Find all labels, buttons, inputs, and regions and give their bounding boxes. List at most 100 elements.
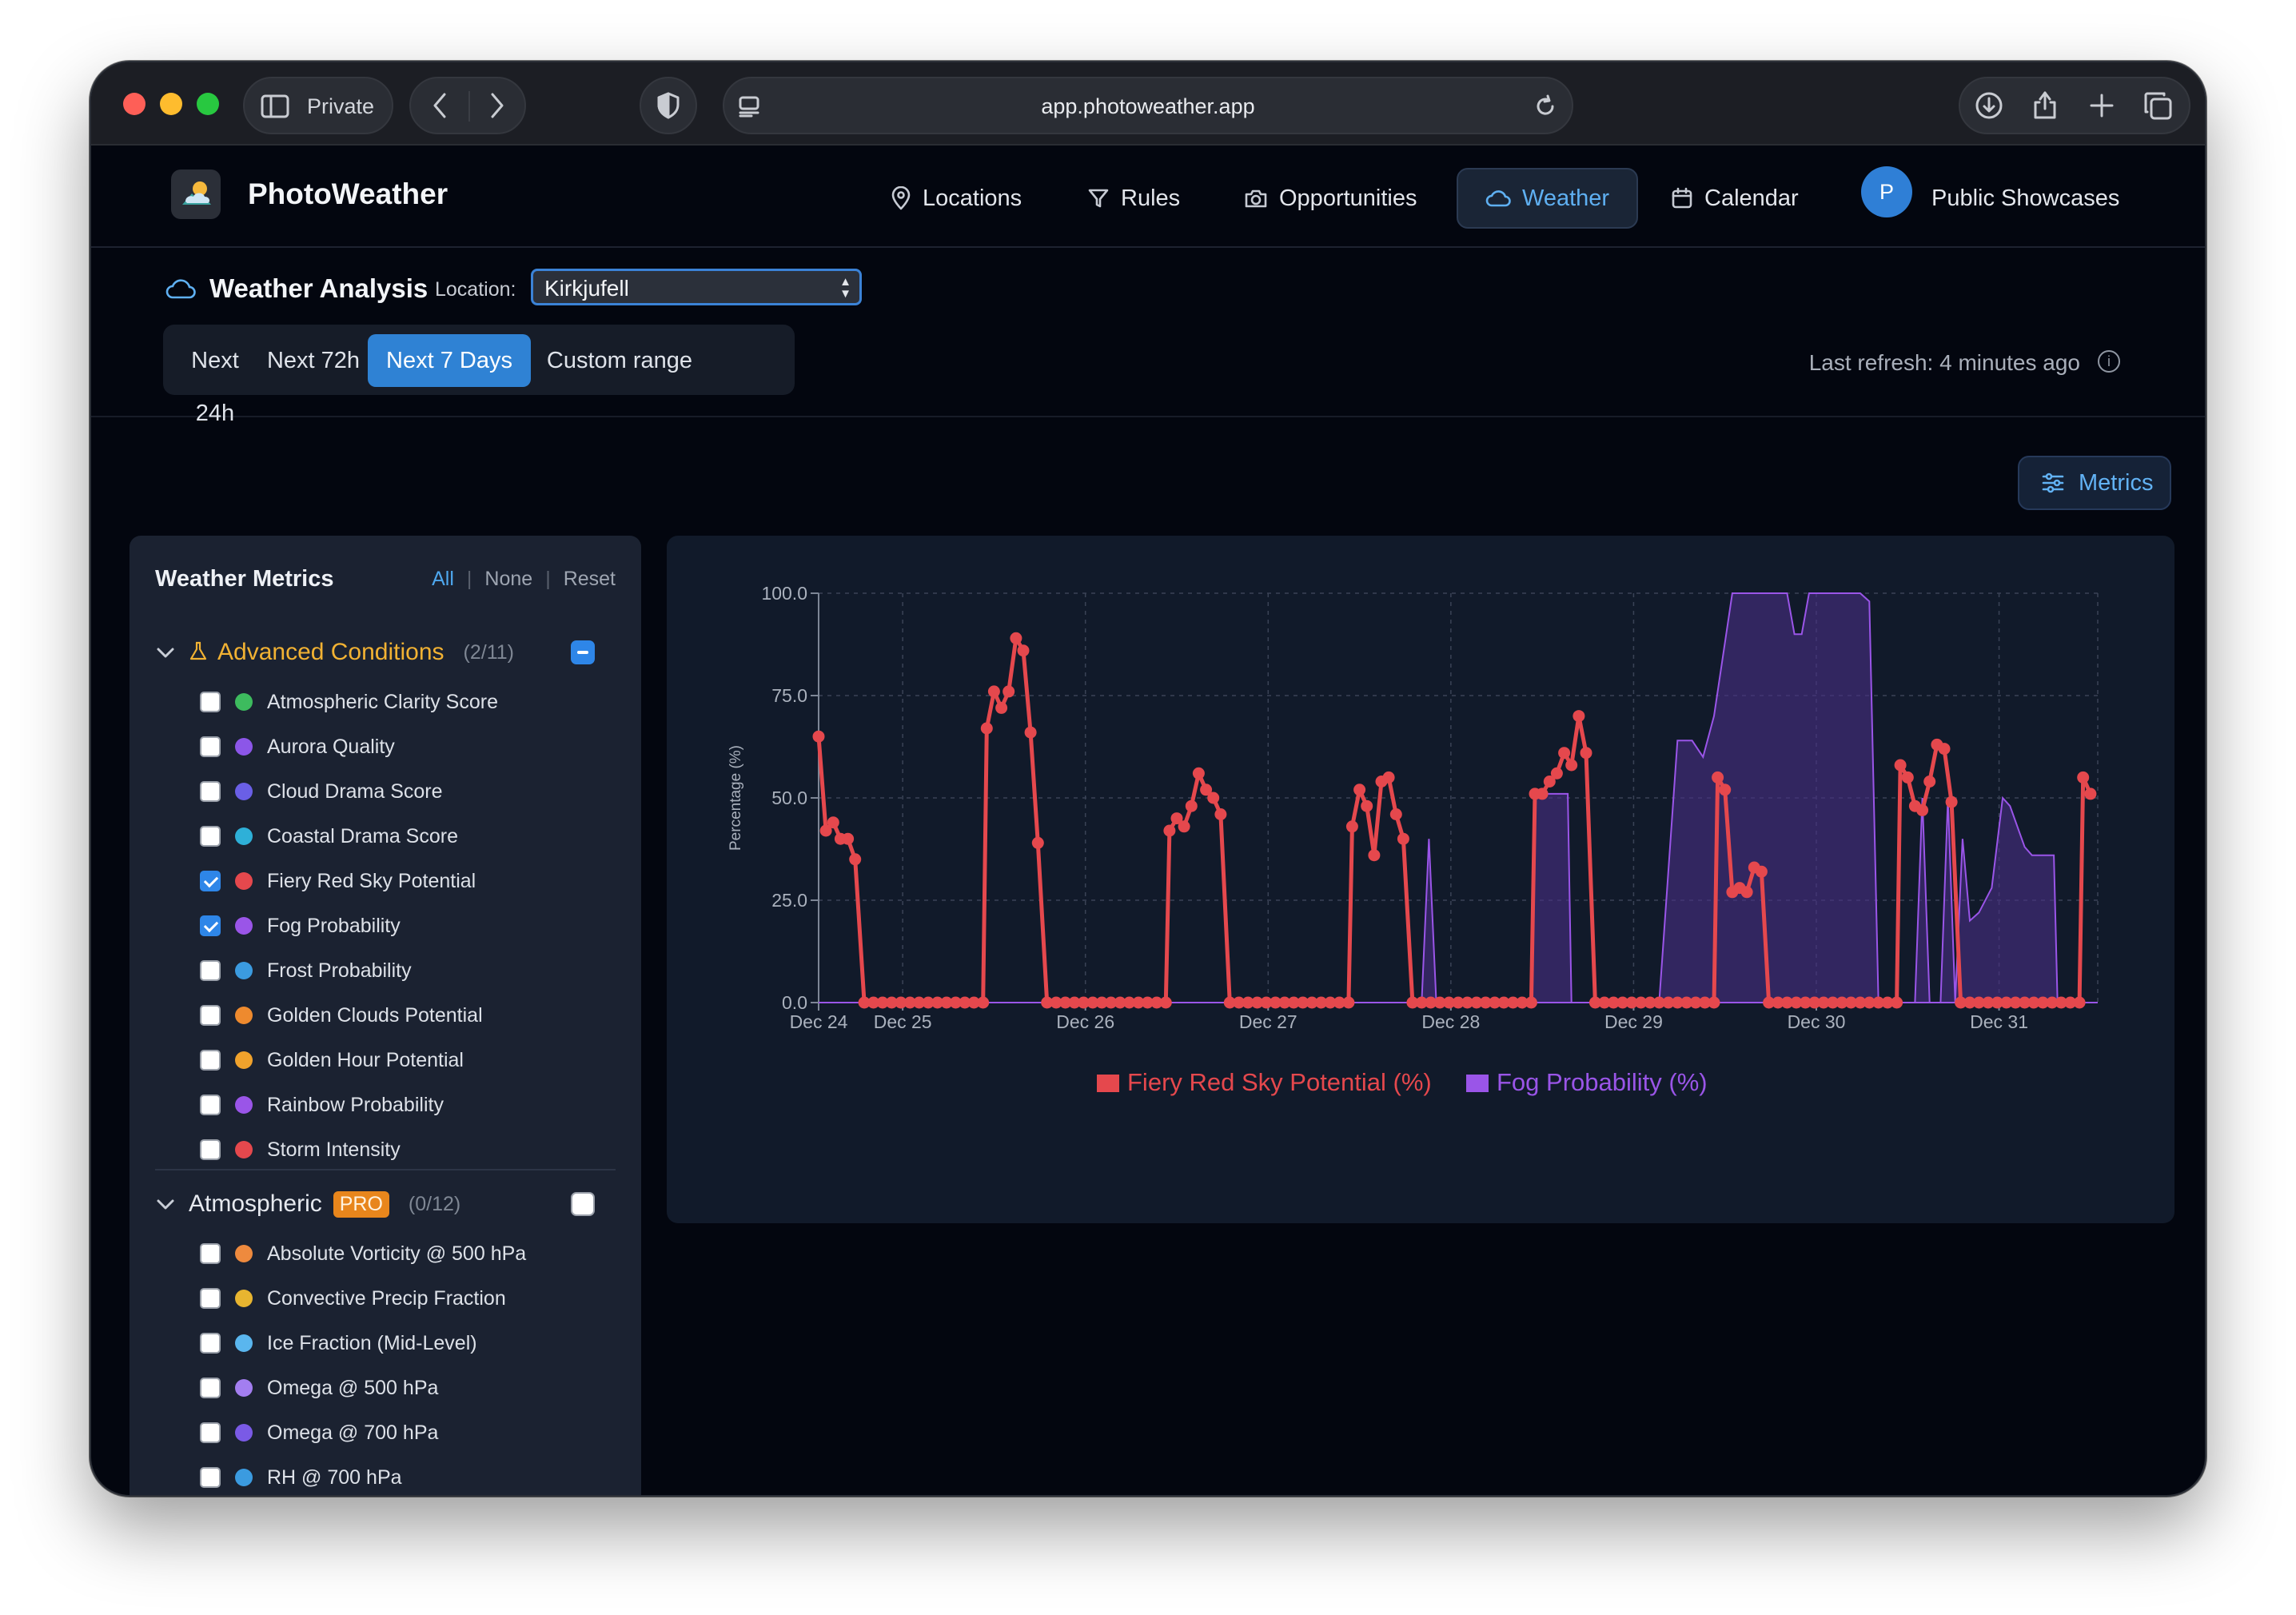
back-arrow-icon[interactable] [429, 91, 452, 120]
metric-item[interactable]: Golden Hour Potential [200, 1044, 616, 1076]
fiery-red-sky-point [842, 832, 855, 845]
private-tab-button[interactable]: Private [243, 77, 393, 134]
location-select[interactable]: Kirkjufell ▲ ▼ [531, 269, 862, 305]
fiery-red-sky-point [1982, 996, 1995, 1009]
nav-opportunities[interactable]: Opportunities [1244, 168, 1417, 229]
page-settings-icon[interactable] [737, 94, 761, 118]
legend-swatch [1466, 1075, 1489, 1092]
metric-checkbox[interactable] [200, 1139, 221, 1160]
metrics-button[interactable]: Metrics [2018, 456, 2171, 510]
nav-calendar[interactable]: Calendar [1671, 168, 1799, 229]
fiery-red-sky-point [1278, 996, 1291, 1009]
shield-button[interactable] [640, 77, 697, 134]
fiery-red-sky-point [1763, 996, 1776, 1009]
metric-item[interactable]: Omega @ 700 hPa [200, 1417, 616, 1449]
fiery-red-sky-point [1425, 996, 1437, 1009]
metric-item[interactable]: RH @ 700 hPa [200, 1461, 616, 1493]
metric-item[interactable]: Atmospheric Clarity Score [200, 686, 616, 718]
camera-icon [1245, 189, 1267, 208]
metric-item[interactable]: Ice Fraction (Mid-Level) [200, 1327, 616, 1359]
select-none-link[interactable]: None [484, 568, 533, 590]
metric-checkbox[interactable] [200, 1095, 221, 1115]
metric-item[interactable]: Omega @ 500 hPa [200, 1372, 616, 1404]
close-window-button[interactable] [123, 93, 145, 115]
metric-label: Aurora Quality [267, 735, 395, 758]
fiery-red-sky-point [2064, 996, 2077, 1009]
tab-overview-icon[interactable] [2143, 90, 2173, 121]
nav-locations[interactable]: Locations [891, 168, 1022, 229]
nav-rules[interactable]: Rules [1087, 168, 1180, 229]
filter-icon [1088, 189, 1109, 208]
chevron-down-icon[interactable] [155, 642, 176, 663]
metric-label: Fiery Red Sky Potential [267, 869, 476, 892]
metric-group-header[interactable]: Advanced Conditions (2/11) [155, 636, 619, 668]
range-custom[interactable]: Custom range [546, 348, 693, 373]
fiery-red-sky-point [1712, 771, 1724, 784]
metric-item[interactable]: Rainbow Probability [200, 1089, 616, 1121]
maximize-window-button[interactable] [197, 93, 219, 115]
share-icon[interactable] [2031, 90, 2059, 120]
metric-checkbox[interactable] [200, 915, 221, 936]
metric-checkbox[interactable] [200, 960, 221, 981]
metric-checkbox[interactable] [200, 1288, 221, 1309]
fiery-red-sky-point [876, 996, 889, 1009]
metric-checkbox[interactable] [200, 1467, 221, 1488]
nav-label: Weather [1522, 185, 1610, 211]
metric-checkbox[interactable] [200, 692, 221, 712]
download-icon[interactable] [1975, 91, 2003, 120]
new-tab-icon[interactable] [2088, 92, 2115, 119]
metric-item[interactable]: Convective Precip Fraction [200, 1282, 616, 1314]
metric-checkbox[interactable] [200, 1050, 221, 1071]
metric-checkbox[interactable] [200, 871, 221, 891]
range-next-24h[interactable]: Next 24h [191, 348, 239, 426]
forward-arrow-icon[interactable] [484, 91, 508, 120]
reload-icon[interactable] [1533, 94, 1557, 118]
metric-checkbox[interactable] [200, 1378, 221, 1398]
y-axis-label: Percentage (%) [727, 745, 744, 851]
app-logo[interactable] [171, 169, 221, 219]
metric-checkbox[interactable] [200, 781, 221, 802]
range-next-72h[interactable]: Next 72h [266, 348, 361, 373]
info-icon[interactable]: i [2098, 350, 2120, 373]
metric-checkbox[interactable] [200, 826, 221, 847]
page-title: Weather Analysis [209, 273, 429, 303]
metric-item[interactable]: Coastal Drama Score [200, 820, 616, 852]
metric-group-header[interactable]: Atmospheric PRO (0/12) [155, 1188, 619, 1220]
metric-checkbox[interactable] [200, 736, 221, 757]
fiery-red-sky-point [1269, 996, 1282, 1009]
app-brand[interactable]: PhotoWeather [248, 177, 448, 210]
group-select-checkbox[interactable] [571, 640, 595, 664]
fiery-red-sky-point [1260, 996, 1273, 1009]
address-bar[interactable]: app.photoweather.app [723, 77, 1573, 134]
metric-checkbox[interactable] [200, 1005, 221, 1026]
fiery-red-sky-point [1573, 710, 1585, 723]
fiery-red-sky-point [1863, 996, 1875, 1009]
range-next-7-days[interactable]: Next 7 Days [368, 334, 531, 387]
metric-item[interactable]: Fog Probability [200, 910, 616, 942]
metric-checkbox[interactable] [200, 1243, 221, 1264]
fiery-red-sky-point [1170, 812, 1183, 825]
metric-item[interactable]: Frost Probability [200, 955, 616, 987]
metric-item[interactable]: Fiery Red Sky Potential [200, 865, 616, 897]
fiery-red-sky-point [1872, 996, 1885, 1009]
fiery-red-sky-point [1207, 792, 1220, 804]
avatar[interactable]: P [1861, 166, 1912, 217]
reset-link[interactable]: Reset [563, 568, 616, 590]
chevron-down-icon[interactable] [155, 1194, 176, 1214]
legend-label: Fog Probability (%) [1497, 1068, 1708, 1096]
metric-item[interactable]: Aurora Quality [200, 731, 616, 763]
metric-checkbox[interactable] [200, 1333, 221, 1354]
metric-item[interactable]: Golden Clouds Potential [200, 999, 616, 1031]
metric-item[interactable]: Cloud Drama Score [200, 776, 616, 808]
metric-item[interactable]: Storm Intensity [200, 1134, 616, 1166]
minimize-window-button[interactable] [160, 93, 182, 115]
nav-public-showcases[interactable]: Public Showcases [1931, 168, 2119, 229]
y-tick-label: 25.0 [771, 890, 807, 911]
metric-item[interactable]: Absolute Vorticity @ 500 hPa [200, 1238, 616, 1270]
select-all-link[interactable]: All [432, 568, 454, 590]
fiery-red-sky-point [1780, 996, 1793, 1009]
nav-weather[interactable]: Weather [1457, 168, 1639, 229]
group-select-checkbox[interactable] [571, 1192, 595, 1216]
metric-checkbox[interactable] [200, 1422, 221, 1443]
metric-label: Atmospheric Clarity Score [267, 690, 498, 713]
